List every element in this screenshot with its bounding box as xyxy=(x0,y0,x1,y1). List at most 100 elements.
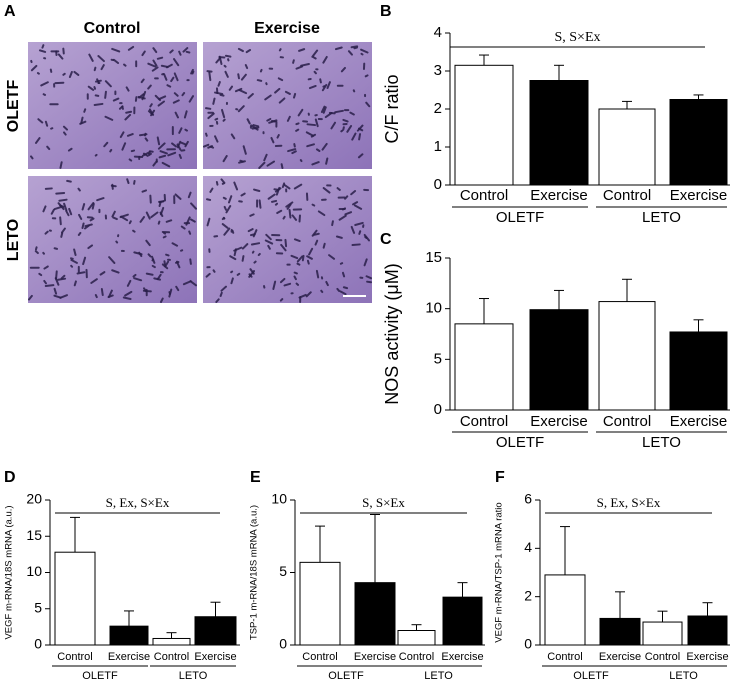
capillary xyxy=(30,155,34,160)
capillary xyxy=(244,64,249,70)
capillary xyxy=(237,73,240,80)
column-label: Control xyxy=(84,20,141,37)
capillary xyxy=(36,72,40,75)
capillary xyxy=(340,66,346,73)
capillary xyxy=(344,211,353,216)
capillary xyxy=(231,229,235,234)
y-tick-label: 10 xyxy=(271,491,287,507)
capillary xyxy=(44,120,49,127)
capillary xyxy=(214,135,219,143)
capillary xyxy=(229,255,237,261)
capillary xyxy=(274,202,279,206)
capillary xyxy=(317,210,326,217)
capillary xyxy=(342,126,345,131)
capillary xyxy=(313,70,317,75)
capillary xyxy=(133,251,143,256)
capillary xyxy=(62,72,66,76)
capillary xyxy=(107,294,114,299)
capillary xyxy=(59,216,62,226)
capillary xyxy=(189,258,192,265)
panel-label: E xyxy=(250,469,261,486)
capillary xyxy=(352,201,359,206)
capillary xyxy=(209,187,214,193)
capillary xyxy=(159,150,168,155)
capillary xyxy=(264,239,274,245)
capillary xyxy=(237,47,244,53)
capillary xyxy=(149,103,153,108)
x-tick-label: Control xyxy=(154,651,189,663)
capillary xyxy=(334,46,343,51)
group-label: OLETF xyxy=(573,670,609,682)
capillary xyxy=(58,198,68,202)
capillary xyxy=(206,198,212,201)
capillary xyxy=(132,273,137,278)
y-tick-label: 10 xyxy=(425,300,442,317)
micrograph xyxy=(28,176,197,303)
capillary xyxy=(319,78,322,84)
capillary xyxy=(190,202,197,210)
group-label: OLETF xyxy=(496,209,544,226)
capillary xyxy=(166,84,172,88)
capillary xyxy=(264,94,272,101)
x-tick-label: Exercise xyxy=(670,187,728,204)
capillary xyxy=(341,271,346,278)
capillary xyxy=(340,129,344,133)
capillary xyxy=(350,189,357,196)
capillary xyxy=(173,92,179,97)
capillary xyxy=(184,128,188,132)
capillary xyxy=(339,290,347,296)
capillary xyxy=(267,244,271,250)
capillary xyxy=(111,47,121,53)
capillary xyxy=(188,95,195,103)
capillary xyxy=(100,64,105,71)
capillary xyxy=(351,243,361,247)
y-tick-label: 0 xyxy=(279,636,287,652)
bar xyxy=(299,561,341,646)
capillary xyxy=(266,117,272,122)
capillary xyxy=(165,253,170,257)
x-tick-label: Exercise xyxy=(599,651,641,663)
capillary xyxy=(91,202,95,210)
capillary xyxy=(290,254,299,260)
panel-label: D xyxy=(4,469,16,486)
x-tick-label: Exercise xyxy=(194,651,236,663)
capillary xyxy=(125,86,130,92)
capillary xyxy=(324,112,333,119)
capillary xyxy=(220,285,227,292)
group-label: OLETF xyxy=(328,670,364,682)
capillary xyxy=(83,108,87,113)
bar xyxy=(354,582,396,646)
annotation: S, Ex, S×Ex xyxy=(597,495,661,510)
capillary xyxy=(339,262,344,265)
capillary xyxy=(60,232,64,238)
capillary xyxy=(28,294,33,301)
capillary xyxy=(127,45,135,51)
capillary xyxy=(234,87,243,93)
group-label: LETO xyxy=(642,209,681,226)
capillary xyxy=(228,85,234,91)
capillary xyxy=(251,250,255,254)
row-label: OLETF xyxy=(5,80,22,133)
capillary xyxy=(42,205,47,213)
capillary xyxy=(191,70,195,75)
capillary xyxy=(239,159,244,163)
capillary xyxy=(237,105,245,113)
capillary xyxy=(141,50,146,57)
capillary xyxy=(143,132,147,137)
capillary xyxy=(249,268,255,275)
capillary xyxy=(212,97,216,105)
capillary xyxy=(165,63,173,69)
bar-chart: C NOS activity (μM) 0 5 10 15 Control Exercise C… xyxy=(380,231,730,451)
capillary xyxy=(156,136,161,146)
capillary xyxy=(306,123,317,127)
capillary xyxy=(97,55,105,63)
capillary xyxy=(161,161,171,168)
capillary xyxy=(80,116,84,124)
capillary xyxy=(220,108,226,119)
y-tick-label: 2 xyxy=(434,100,442,117)
capillary xyxy=(285,201,294,208)
x-tick-label: Exercise xyxy=(670,413,728,430)
capillary xyxy=(350,45,359,49)
capillary xyxy=(138,93,145,99)
capillary xyxy=(295,282,300,286)
